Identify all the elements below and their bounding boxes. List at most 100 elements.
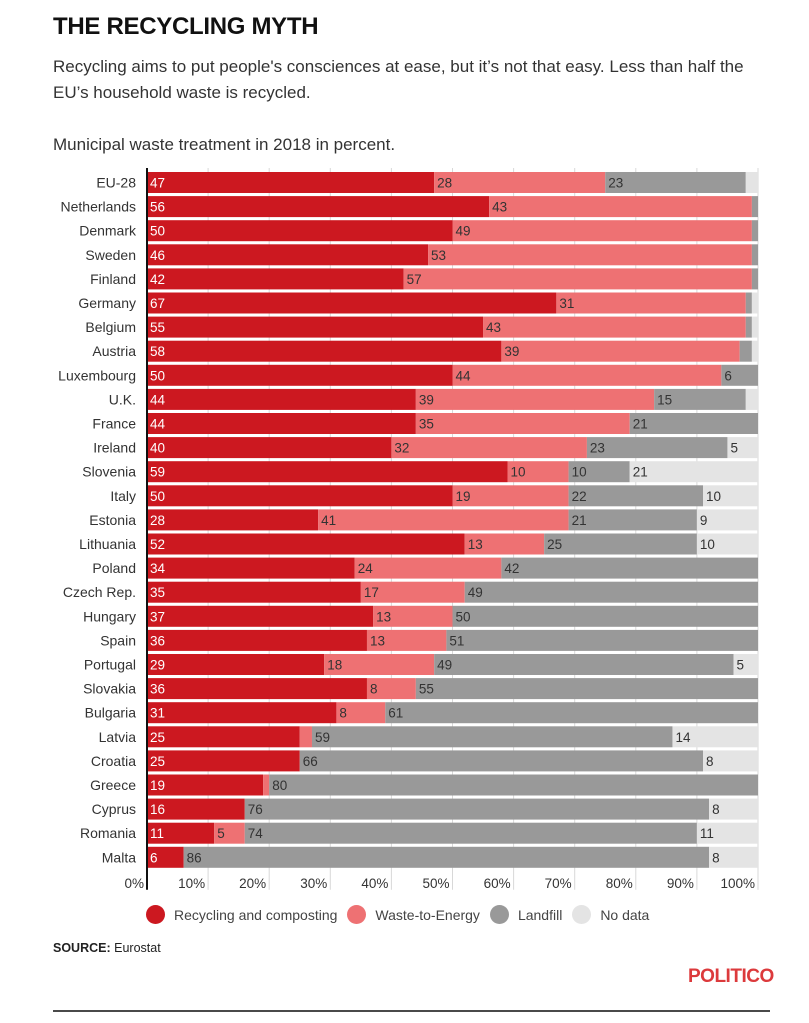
data-label-recycling: 34: [150, 561, 166, 576]
bar-segment-landfill: [446, 629, 758, 651]
bar-segment-landfill: [452, 605, 758, 627]
data-label-recycling: 50: [150, 489, 165, 504]
bar-segment-recycling: [147, 413, 416, 434]
bar-segment-nodata: [733, 654, 758, 675]
data-label-energy: 24: [358, 561, 374, 576]
bar-segment-energy: [299, 726, 312, 748]
source-value: Eurostat: [114, 941, 161, 955]
bar-segment-landfill: [464, 581, 758, 603]
bar-segment-recycling: [147, 268, 404, 290]
data-label-recycling: 56: [150, 200, 165, 215]
bar-segment-recycling: [147, 629, 367, 651]
data-label-energy: 35: [419, 417, 434, 432]
bar-segment-energy: [428, 244, 752, 266]
bar-segment-energy: [452, 364, 722, 386]
bar-segment-recycling: [147, 557, 355, 579]
row-label: Sweden: [85, 247, 136, 263]
bar-segment-energy: [483, 316, 746, 338]
data-label-recycling: 67: [150, 296, 165, 311]
bars-layer: [147, 172, 758, 868]
bar-segment-landfill: [739, 340, 752, 362]
bar-segment-energy: [324, 654, 435, 675]
data-label-recycling: 29: [150, 658, 165, 673]
x-tick-label: 0%: [124, 876, 144, 891]
bar-segment-energy: [415, 413, 630, 434]
data-label-nodata: 8: [706, 754, 714, 769]
data-label-recycling: 44: [150, 417, 166, 432]
bar-segment-nodata: [709, 846, 758, 868]
data-label-landfill: 50: [456, 609, 471, 624]
bar-segment-nodata: [703, 750, 758, 772]
x-tick-label: 90%: [667, 876, 694, 891]
data-label-nodata: 9: [700, 513, 708, 528]
data-label-nodata: 8: [712, 850, 720, 865]
data-label-energy: 10: [510, 465, 525, 480]
data-label-recycling: 42: [150, 272, 165, 287]
bar-segment-recycling: [147, 316, 484, 338]
row-label: Austria: [92, 343, 136, 359]
row-label: Czech Rep.: [63, 584, 136, 600]
bar-segment-recycling: [147, 388, 416, 410]
legend-item-energy: Waste-to-Energy: [347, 905, 480, 924]
row-label: Cyprus: [92, 801, 136, 817]
bar-segment-nodata: [703, 485, 758, 507]
bar-segment-landfill: [568, 509, 697, 531]
data-label-landfill: 55: [419, 682, 434, 697]
data-label-energy: 49: [456, 224, 471, 239]
data-label-nodata: 8: [712, 802, 720, 817]
bar-segment-recycling: [147, 654, 325, 675]
bar-segment-recycling: [147, 605, 374, 627]
bar-segment-energy: [415, 388, 655, 410]
bar-segment-landfill: [244, 822, 697, 844]
legend-label-energy: Waste-to-Energy: [375, 906, 480, 923]
data-label-energy: 32: [394, 441, 409, 456]
row-label: France: [92, 416, 136, 432]
bar-segment-recycling: [147, 196, 490, 218]
data-label-energy: 13: [468, 537, 483, 552]
bar-segment-recycling: [147, 774, 264, 796]
bar-segment-recycling: [147, 822, 215, 844]
source-note: SOURCE: Eurostat: [53, 941, 161, 955]
row-label: Luxembourg: [58, 367, 136, 383]
data-label-energy: 43: [492, 200, 507, 215]
data-label-energy: 39: [504, 344, 519, 359]
data-label-landfill: 76: [248, 802, 263, 817]
bar-segment-nodata: [629, 461, 758, 483]
legend-swatch-nodata: [572, 905, 592, 924]
row-label: EU-28: [96, 175, 136, 191]
bar-segment-energy: [391, 437, 587, 459]
bar-segment-nodata: [745, 172, 758, 193]
bar-segment-nodata: [745, 388, 758, 410]
x-tick-label: 60%: [484, 876, 511, 891]
data-label-landfill: 51: [449, 633, 464, 648]
data-label-recycling: 36: [150, 682, 165, 697]
bar-segment-landfill: [629, 413, 758, 434]
bar-segment-recycling: [147, 581, 361, 603]
data-label-landfill: 25: [547, 537, 562, 552]
bar-segment-nodata: [727, 437, 758, 459]
bar-segment-energy: [318, 509, 569, 531]
row-label: Slovakia: [83, 681, 136, 697]
data-label-recycling: 55: [150, 320, 165, 335]
bar-segment-energy: [336, 702, 386, 724]
source-label: SOURCE:: [53, 941, 111, 955]
row-label: Portugal: [84, 657, 136, 673]
data-label-landfill: 74: [248, 826, 264, 841]
bar-segment-landfill: [745, 292, 752, 314]
data-label-recycling: 6: [150, 850, 158, 865]
bar-segment-landfill: [385, 702, 758, 724]
x-tick-label: 100%: [720, 876, 755, 891]
row-label: Estonia: [89, 512, 136, 528]
row-label: Lithuania: [79, 536, 136, 552]
bar-segment-energy: [556, 292, 746, 314]
data-label-recycling: 31: [150, 706, 165, 721]
bar-segment-landfill: [568, 461, 630, 483]
data-label-nodata: 10: [700, 537, 715, 552]
legend-swatch-recycling: [146, 905, 165, 924]
data-label-recycling: 19: [150, 778, 165, 793]
bar-segment-recycling: [147, 244, 429, 266]
row-label: Latvia: [99, 729, 137, 745]
legend-item-nodata: No data: [572, 905, 649, 924]
bar-segment-nodata: [696, 509, 758, 531]
bar-segment-landfill: [751, 268, 758, 290]
